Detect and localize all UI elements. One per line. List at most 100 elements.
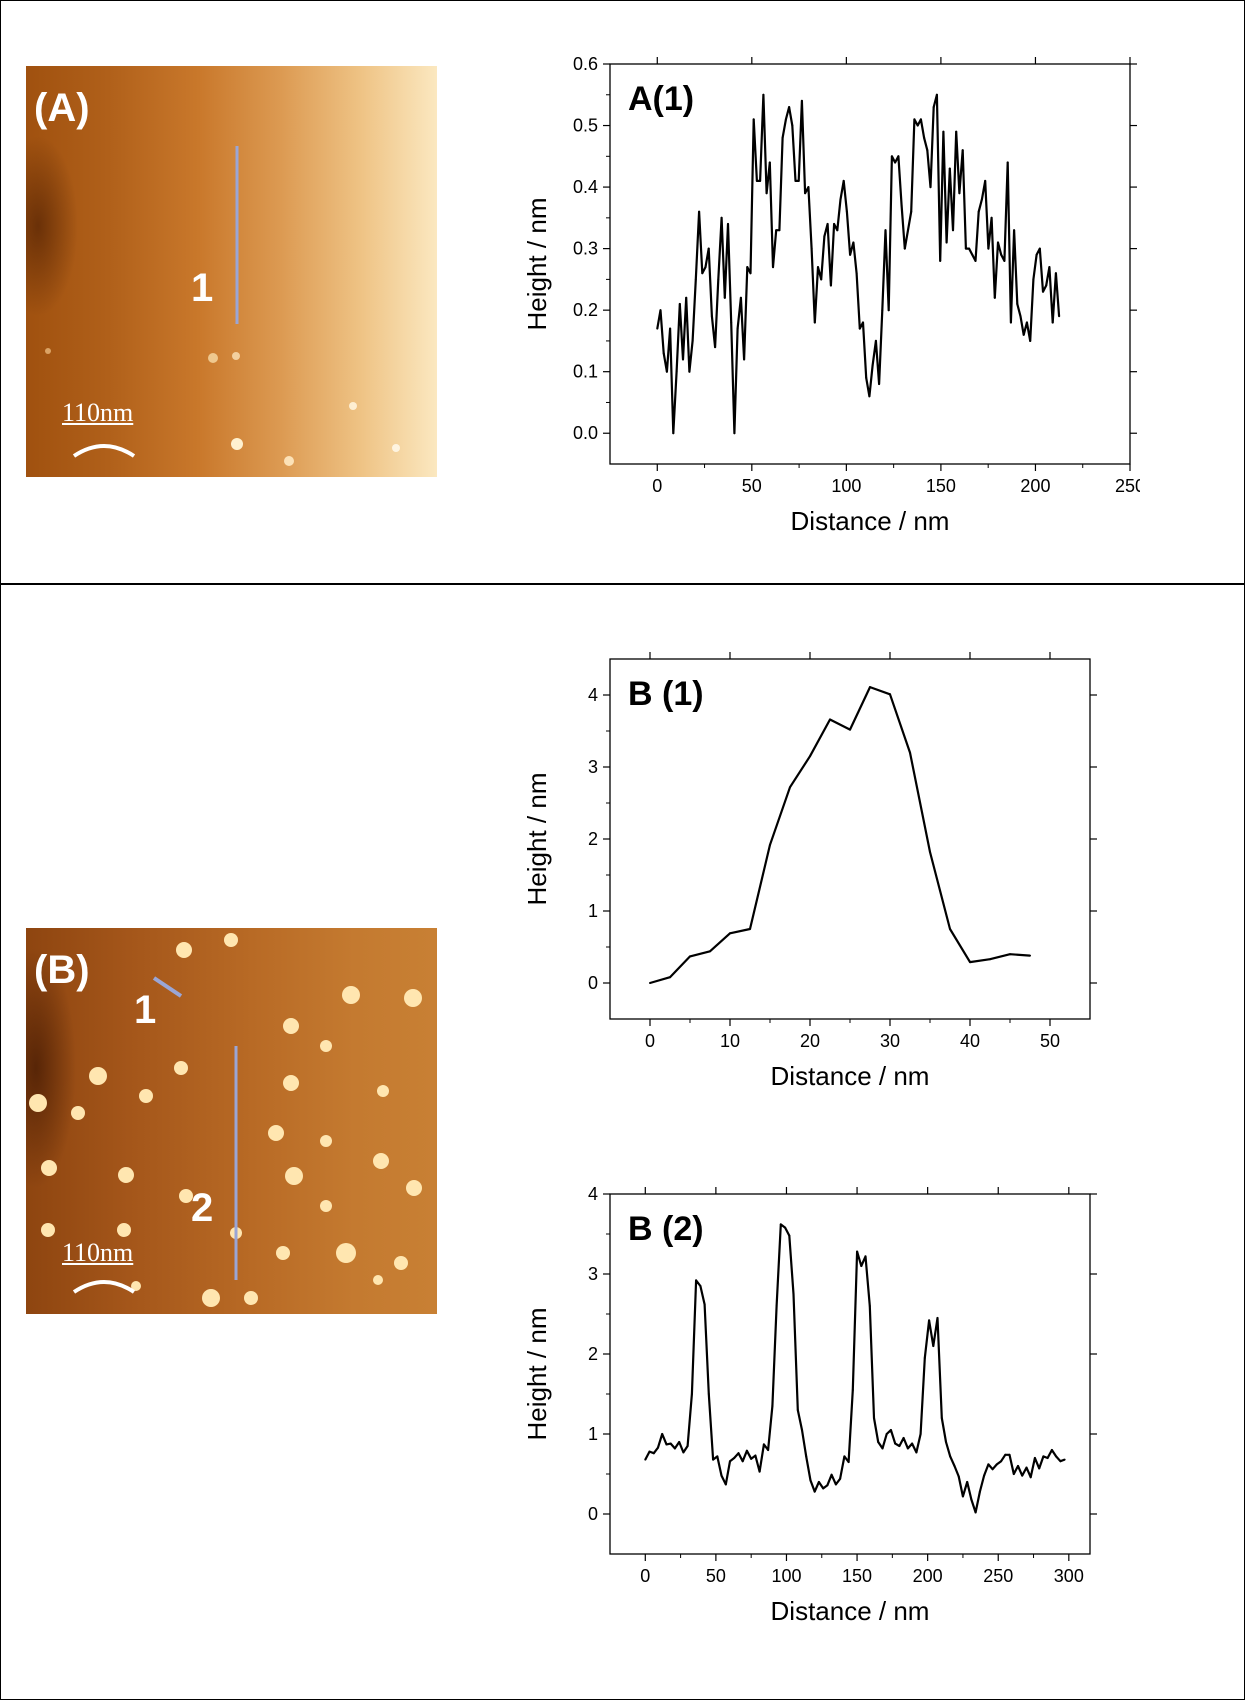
chart-a1-data-point bbox=[900, 204, 903, 207]
chart-a1-data-point bbox=[1038, 247, 1041, 250]
chart-b2-data-point bbox=[1038, 1467, 1041, 1470]
chart-b2-data-point bbox=[1055, 1455, 1058, 1458]
chart-a1-y-tick-label: 0.2 bbox=[573, 300, 598, 320]
chart-a1-series-line bbox=[656, 93, 1061, 435]
chart-a1-data-point bbox=[884, 229, 887, 232]
chart-b1-data-point bbox=[949, 928, 951, 930]
chart-b2-data-point bbox=[762, 1443, 765, 1446]
chart-b2-svg: 0 50 100 150 200 250 300 0 1 2 3 4 Distance / nm Heig… bbox=[522, 1184, 1097, 1626]
chart-b2-series-line bbox=[644, 1223, 1065, 1514]
chart-a1-data-point bbox=[691, 339, 694, 342]
chart-b2-data-point bbox=[661, 1433, 664, 1435]
chart-a1-data-point bbox=[1029, 339, 1032, 342]
chart-a1-data-point bbox=[997, 241, 999, 244]
chart-a1-data-point bbox=[1019, 315, 1022, 318]
chart-b1-y-tick-label: 4 bbox=[588, 685, 598, 705]
chart-b2-data-point bbox=[644, 1458, 647, 1461]
chart-b2-data-point bbox=[1033, 1457, 1036, 1459]
chart-b2-data-point bbox=[686, 1445, 689, 1447]
chart-a1-data-point bbox=[977, 210, 980, 213]
chart-a1-data-point bbox=[913, 118, 916, 121]
chart-a1-data-point bbox=[1006, 161, 1009, 164]
chart-a1-data-point bbox=[874, 339, 877, 342]
chart-b2-data-point bbox=[889, 1429, 892, 1431]
chart-b2-x-axis-label: Distance / nm bbox=[771, 1596, 930, 1626]
chart-b1-data-point bbox=[669, 976, 671, 979]
chart-a1-data-point bbox=[910, 210, 913, 213]
chart-b2-data-point bbox=[813, 1490, 816, 1493]
chart-a1-data-point bbox=[958, 192, 961, 195]
chart-b1-data-point bbox=[749, 928, 751, 930]
chart-a1-data-point bbox=[890, 155, 893, 158]
chart-a1-data-point bbox=[984, 179, 987, 182]
chart-a1-data-point bbox=[788, 106, 791, 109]
chart-b2-data-point bbox=[826, 1484, 829, 1487]
chart-b2-data-point bbox=[754, 1454, 757, 1457]
chart-a1-data-point bbox=[669, 327, 672, 330]
chart-a1-data-point bbox=[710, 315, 713, 318]
chart-b2-data-point bbox=[796, 1409, 799, 1411]
chart-b1: 0 10 20 30 40 50 0 1 2 3 4 Distance / nm Height / nm… bbox=[515, 635, 1135, 1115]
chart-a1-y-tick-label: 0.3 bbox=[573, 239, 598, 259]
chart-b2-data-point bbox=[911, 1442, 914, 1445]
chart-b2-data-point bbox=[652, 1452, 655, 1455]
chart-a1-data-point bbox=[980, 198, 983, 201]
chart-b1-y-tick-label: 0 bbox=[588, 973, 598, 993]
chart-b2-data-point bbox=[1008, 1453, 1011, 1456]
chart-b2-data-point bbox=[775, 1305, 778, 1307]
chart-b2-data-point bbox=[695, 1279, 698, 1282]
chart-a1-data-point bbox=[826, 223, 829, 225]
chart-b2-y-tick-label: 4 bbox=[588, 1184, 598, 1204]
chart-b2-data-point bbox=[953, 1465, 956, 1467]
chart-a1-data-point bbox=[717, 278, 720, 281]
chart-a1-x-tick-label: 0 bbox=[652, 476, 662, 496]
chart-a1-data-point bbox=[948, 167, 951, 170]
chart-b2-data-point bbox=[809, 1479, 812, 1482]
chart-a1-data-point bbox=[836, 229, 839, 232]
chart-a1: 0 50 100 150 200 250 0.0 0.1 0.2 0.3 0.4 0.5 0.6 Dist… bbox=[500, 40, 1145, 540]
chart-a1-data-point bbox=[1003, 259, 1006, 262]
chart-a1-data-point bbox=[829, 284, 832, 287]
chart-b2-data-point bbox=[712, 1458, 715, 1461]
chart-b2-data-point bbox=[1029, 1476, 1032, 1479]
chart-a1-data-point bbox=[714, 346, 717, 349]
chart-b1-title: B (1) bbox=[628, 675, 704, 713]
chart-a1-data-point bbox=[768, 161, 771, 164]
chart-b2-data-point bbox=[678, 1441, 681, 1443]
chart-b2-data-point bbox=[873, 1417, 875, 1419]
chart-a1-data-point bbox=[974, 259, 977, 262]
chart-a1-data-point bbox=[775, 229, 778, 232]
chart-b2-data-point bbox=[991, 1468, 994, 1471]
chart-a1-data-point bbox=[894, 161, 897, 164]
chart-a1-svg: 0 50 100 150 200 250 0.0 0.1 0.2 0.3 0.4 0.5 0.6 Dist… bbox=[522, 54, 1145, 536]
chart-a1-data-point bbox=[1042, 290, 1044, 293]
chart-b2-data-point bbox=[983, 1474, 986, 1477]
chart-a1-data-point bbox=[932, 106, 935, 109]
chart-a1-data-point bbox=[762, 93, 765, 96]
chart-a1-data-point bbox=[778, 229, 781, 232]
chart-a1-x-axis-label: Distance / nm bbox=[791, 506, 950, 536]
afm-image-a-features bbox=[45, 146, 400, 466]
chart-b2-data-point bbox=[1025, 1466, 1028, 1469]
chart-b1-x-tick-label: 30 bbox=[880, 1031, 900, 1051]
chart-a1-data-point bbox=[1032, 278, 1035, 281]
chart-b2-data-point bbox=[1021, 1474, 1024, 1477]
chart-a1-data-point bbox=[952, 229, 954, 232]
chart-a1-data-point bbox=[1054, 272, 1057, 275]
chart-a1-data-point bbox=[739, 296, 742, 299]
chart-a1-x-tick-label: 150 bbox=[926, 476, 956, 496]
chart-b2-data-point bbox=[1050, 1449, 1053, 1451]
chart-a1-data-point bbox=[935, 93, 938, 96]
chart-a1-y-tick-label: 0.1 bbox=[573, 362, 598, 382]
chart-a1-data-point bbox=[791, 124, 794, 127]
chart-b2-data-point bbox=[949, 1455, 952, 1458]
chart-b2-data-point bbox=[1012, 1473, 1015, 1475]
chart-a1-data-point bbox=[800, 99, 803, 102]
chart-b1-x-tick-label: 20 bbox=[800, 1031, 820, 1051]
chart-b2-x-tick-label: 200 bbox=[913, 1566, 943, 1586]
chart-b2-data-point bbox=[779, 1223, 782, 1226]
chart-b2-data-point bbox=[919, 1433, 922, 1435]
chart-a1-data-point bbox=[727, 223, 729, 225]
chart-a1-data-point bbox=[1000, 253, 1003, 256]
chart-a1-x-tick-label: 50 bbox=[742, 476, 762, 496]
